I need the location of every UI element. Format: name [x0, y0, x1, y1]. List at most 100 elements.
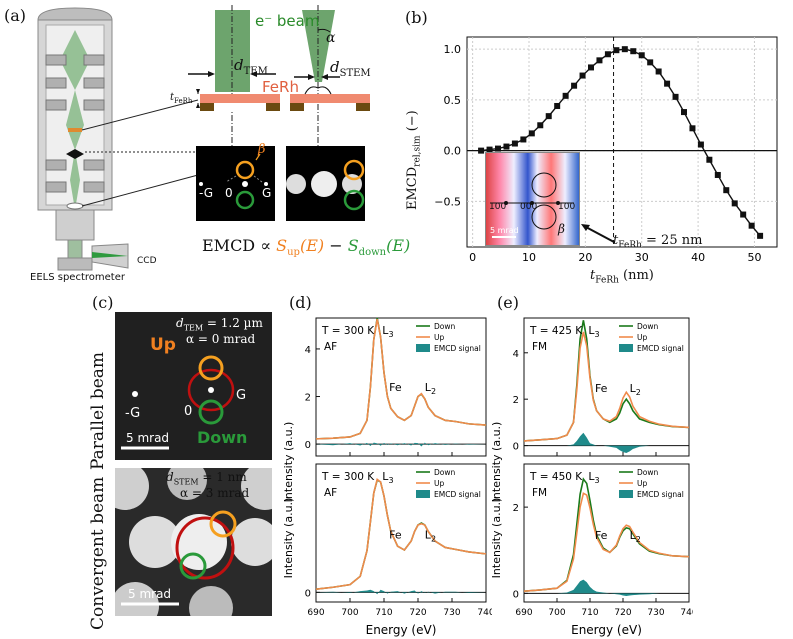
- spectrum-xtick-label: 730: [443, 608, 460, 618]
- chart-b: 0 10 20 30 40 50 −0.5 0.0 0.5 1.0: [434, 36, 778, 264]
- c-g-left: -G: [125, 406, 141, 421]
- down-spectrum-line: [523, 320, 690, 442]
- legend-swatch: [416, 344, 430, 352]
- l2-edge-label: L2: [425, 528, 436, 543]
- legend-label: EMCD signal: [637, 490, 684, 499]
- chart-b-ytick-label: 1.0: [444, 43, 462, 56]
- spectrum-phase-label: FM: [532, 341, 547, 353]
- diffraction-convergent-image: [286, 146, 365, 221]
- spectrum-xtick-label: 730: [647, 608, 664, 618]
- parallel-beam-label: Parallel beam: [88, 351, 108, 470]
- spectrum-xtick-label: 740: [680, 608, 693, 618]
- chart-b-ylabel: EMCDrel,sim (−): [405, 110, 423, 210]
- chart-b-point: [630, 48, 637, 55]
- spectrum-ylabel-bottom: Intensity (a.u.): [282, 498, 295, 579]
- chart-b-point: [545, 113, 552, 120]
- spectrum-xtick-label: 710: [581, 608, 598, 618]
- chart-b-xtick-label: 10: [522, 251, 536, 264]
- spectrum-ytick-label: 4: [513, 349, 519, 360]
- chart-b-frame: [466, 36, 778, 248]
- chart-e: 0 2 4 Down Up EMCD signal T = 425 K FM L3 Fe L2 0 2 6…: [490, 317, 693, 637]
- chart-b-point: [596, 57, 603, 64]
- inset-label-center: 000: [520, 202, 538, 212]
- l3-edge-subscript: 3: [594, 476, 599, 485]
- chart-b-xlabel: tFeRh (nm): [590, 268, 654, 286]
- chart-b-point: [723, 187, 730, 194]
- spectrum-xtick-label: 720: [614, 608, 631, 618]
- panel-a-label: (a): [4, 6, 27, 25]
- c-bottom-alpha: α = 3 mrad: [180, 486, 250, 500]
- chart-b-xtick-label: 20: [578, 251, 592, 264]
- spectrum-ylabel: Intensity (a.u.): [282, 422, 295, 503]
- l2-edge-subscript: 2: [431, 534, 436, 543]
- spectrum-xtick-label: 700: [548, 608, 565, 618]
- legend-label: EMCD signal: [434, 344, 481, 353]
- l3-edge-subscript: 3: [388, 476, 393, 485]
- inset-scale: 5 mrad: [490, 226, 519, 235]
- inset-beta: β: [558, 222, 565, 236]
- legend-label: Up: [637, 479, 647, 488]
- a-g-left: -G: [199, 186, 214, 200]
- chart-b-point: [478, 147, 485, 154]
- chart-d: 0 2 4 Down Up EMCD signal T = 300 K AF L3 Fe L2 0 69…: [282, 317, 492, 637]
- c-top-alpha: α = 0 mrad: [186, 332, 256, 346]
- legend-swatch: [619, 344, 633, 352]
- spectrum-xtick-label: 700: [341, 608, 358, 618]
- chart-b-point: [689, 125, 696, 132]
- chart-b-point: [697, 141, 704, 148]
- chart-b-xtick-label: 50: [747, 251, 761, 264]
- fe-label: Fe: [389, 528, 402, 541]
- chart-b-point: [604, 51, 611, 58]
- microscope-schematic: [37, 7, 199, 271]
- parallel-beam-image: [115, 312, 272, 460]
- chart-b-point: [664, 80, 671, 87]
- spectrum-frame: [315, 317, 487, 457]
- c-down-label: Down: [197, 428, 248, 447]
- emcd-signal-area: [524, 432, 689, 453]
- spectrum-temperature-label: T = 425 K: [529, 325, 583, 337]
- ferh-label: FeRh: [262, 78, 299, 96]
- panel-b-label: (b): [405, 8, 428, 27]
- chart-b-point: [621, 46, 628, 53]
- spectrum-ytick-label: 0: [305, 588, 311, 599]
- chart-b-xtick-label: 0: [469, 251, 476, 264]
- spectrum-xtick-label: 720: [409, 608, 426, 618]
- emcd-signal-area: [316, 589, 486, 595]
- legend-label: Up: [637, 333, 647, 342]
- spectrum-frame: [523, 317, 690, 457]
- spectrum-ytick-label: 2: [305, 393, 311, 404]
- chart-b-point: [681, 109, 687, 116]
- spectrum-xtick-label: 710: [375, 608, 392, 618]
- inset-label-left: 100: [489, 202, 507, 212]
- l3-edge-label: L3: [588, 324, 599, 339]
- chart-b-ytick-label: 0.0: [444, 145, 462, 158]
- legend-label: Down: [637, 322, 658, 331]
- chart-b-point: [495, 145, 501, 152]
- l2-edge-label: L2: [630, 529, 641, 544]
- chart-b-point: [511, 140, 518, 147]
- panel-c-label: (c): [92, 293, 114, 312]
- spectrum-ytick-label: 2: [513, 395, 519, 406]
- l3-edge-subscript: 3: [594, 330, 599, 339]
- spectrum-ytick-label: 2: [513, 503, 519, 514]
- spectrum-phase-label: AF: [324, 341, 337, 353]
- fe-label: Fe: [389, 381, 402, 394]
- chart-b-point: [613, 47, 620, 54]
- l3-edge-subscript: 3: [388, 330, 393, 339]
- chart-b-point: [486, 146, 493, 153]
- chart-b-xtick-label: 40: [691, 251, 705, 264]
- convergent-beam-image: [115, 468, 272, 616]
- emcd-formula: EMCD ∝ Sup(E) − Sdown(E): [202, 236, 411, 259]
- chart-b-point: [757, 232, 764, 239]
- annotation-arrow: [581, 224, 615, 243]
- legend-label: EMCD signal: [434, 490, 481, 499]
- beam-schematic: [188, 5, 370, 150]
- chart-b-point: [520, 136, 527, 143]
- inset-label-right: 100: [558, 202, 576, 212]
- spectrum-phase-label: FM: [532, 487, 547, 499]
- eels-label: EELS spectrometer: [30, 272, 125, 283]
- c-g-right: G: [236, 388, 247, 403]
- legend-label: Up: [434, 333, 444, 342]
- up-spectrum-line: [315, 319, 487, 440]
- chart-b-point: [672, 93, 679, 100]
